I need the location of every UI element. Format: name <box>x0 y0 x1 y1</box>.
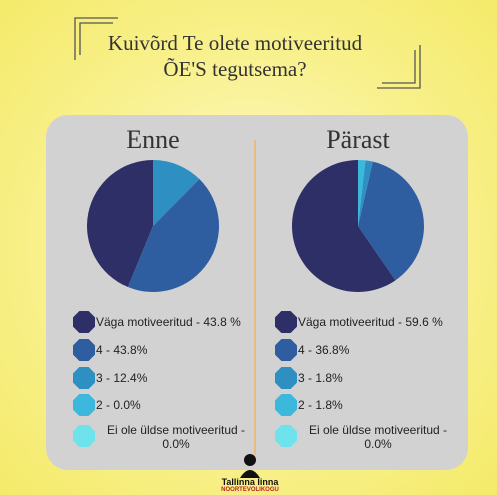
logo-line2: NOORTEVOLIKOGU <box>200 487 300 493</box>
legend-swatch <box>73 425 95 447</box>
panel <box>46 115 468 470</box>
chart-title: Enne <box>53 125 253 155</box>
legend-swatch <box>275 425 297 447</box>
legend-label: 4 - 36.8% <box>298 343 473 357</box>
title: Kuivõrd Te olete motiveeritud ÕE'S tegut… <box>100 30 370 82</box>
legend-label: 4 - 43.8% <box>96 343 271 357</box>
legend-label: Ei ole üldse motiveeritud - 0.0% <box>298 423 458 451</box>
legend-swatch <box>275 394 297 416</box>
legend-label: 3 - 12.4% <box>96 371 271 385</box>
legend-swatch <box>275 367 297 389</box>
legend-swatch <box>73 311 95 333</box>
infographic: Kuivõrd Te olete motiveeritud ÕE'S tegut… <box>0 0 497 495</box>
chart-title: Pärast <box>258 125 458 155</box>
legend-label: 3 - 1.8% <box>298 371 473 385</box>
legend-label: Ei ole üldse motiveeritud - 0.0% <box>96 423 256 451</box>
legend-swatch <box>73 339 95 361</box>
legend-label: 2 - 1.8% <box>298 398 473 412</box>
legend-swatch <box>73 394 95 416</box>
legend-label: Väga motiveeritud - 43.8 % <box>96 315 271 329</box>
legend-swatch <box>275 311 297 333</box>
logo-line1: Tallinna linna <box>200 477 300 487</box>
legend-swatch <box>73 367 95 389</box>
legend-label: Väga motiveeritud - 59.6 % <box>298 315 473 329</box>
legend-label: 2 - 0.0% <box>96 398 271 412</box>
legend-swatch <box>275 339 297 361</box>
